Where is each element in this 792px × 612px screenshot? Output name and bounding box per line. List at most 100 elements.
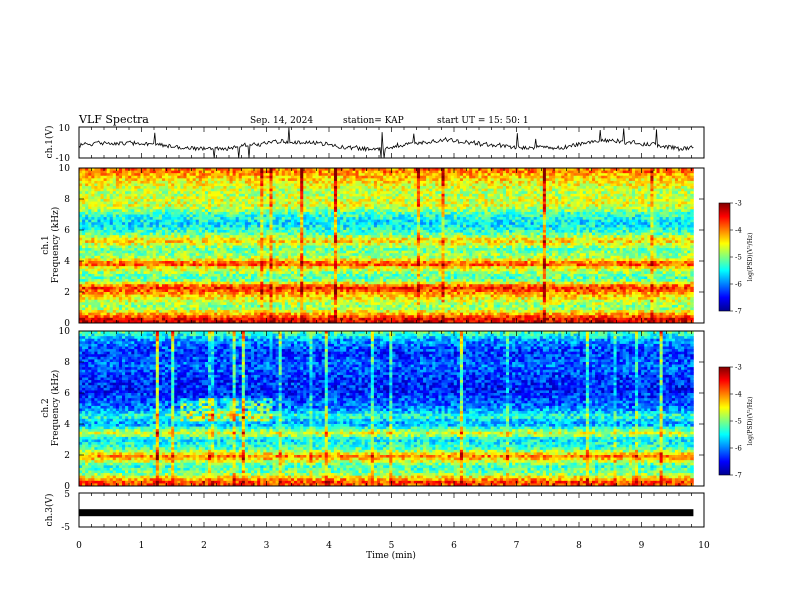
spectrogram-cell [469,188,473,192]
spectrogram-cell [91,188,95,192]
spectrogram-cell [315,199,319,202]
spectrogram-cell [616,196,621,200]
spectrogram-cell [146,175,151,179]
spectrogram-cell [573,173,578,177]
spectrogram-cell [198,199,203,202]
spectrogram-cell [678,217,682,221]
spectrogram-cell [94,217,98,221]
spectrogram-cell [241,230,246,233]
spectrogram-cell [109,206,114,210]
spectrogram-cell [555,173,559,177]
spectrogram-cell [472,191,476,195]
spectrogram-cell [398,186,402,190]
spectrogram-cell [189,188,194,192]
spectrogram-cell [122,217,126,221]
spectrogram-cell [407,170,412,174]
spectrogram-cell [466,201,470,205]
spectrogram-cell [211,227,215,231]
spectrogram-cell [484,173,488,177]
spectrogram-cell [125,209,129,213]
spectrogram-cell [478,199,482,202]
spectrogram-cell [303,201,307,205]
spectrogram-cell [459,196,464,200]
spectrogram-cell [401,219,406,223]
spectrogram-cell [635,191,639,195]
spectrogram-cell [595,175,599,179]
spectrogram-cell [88,224,92,228]
spectrogram-cell [576,214,581,218]
spectrogram-cell [294,180,298,184]
spectrogram-cell [318,209,323,213]
spectrogram-cell [168,227,172,231]
spectrogram-cell [189,193,194,197]
spectrogram-cell [555,227,559,231]
spectrogram-cell [189,180,194,184]
spectrogram-cell [226,204,230,208]
spectrogram-cell [496,186,501,190]
spectrogram-cell [278,191,283,195]
spectrogram-cell [502,219,507,223]
spectrogram-cell [174,199,178,202]
spectrogram-cell [413,186,418,190]
spectrogram-cell [622,211,627,215]
spectrogram-cell [423,175,427,179]
spectrogram-cell [343,173,347,177]
spectrogram-cell [198,217,203,221]
spectrogram-cell [527,206,531,210]
spectrogram-cell [235,191,240,195]
spectrogram-cell [217,227,221,231]
spectrogram-cell [272,180,276,184]
spectrogram-cell [251,211,255,215]
spectrogram-cell [82,193,86,197]
spectrogram-cell [410,168,415,171]
spectrogram-cell [619,209,624,213]
spectrogram-cell [165,222,169,226]
spectrogram-cell [469,206,473,210]
spectrogram-cell [588,170,593,174]
spectrogram-cell [324,183,329,187]
spectrogram-cell [91,219,95,223]
spectrogram-cell [330,196,335,200]
spectrogram-cell [383,193,387,197]
spectrogram-cell [567,204,571,208]
spectrogram-cell [459,180,464,184]
spectrogram-cell [223,201,227,205]
spectrogram-cell [512,173,516,177]
spectrogram-cell [518,219,522,223]
spectrogram-cell [217,178,221,182]
spectrogram-cell [88,214,92,218]
spectrogram-cell [128,219,132,223]
spectrogram-cell [558,206,562,210]
spectrogram-cell [545,204,550,208]
spectrogram-cell [533,224,538,228]
spectrogram-cell [352,193,356,197]
spectrogram-cell [131,178,135,182]
spectrogram-cell [275,173,280,177]
spectrogram-cell [392,199,396,202]
spectrogram-cell [410,227,415,231]
spectrogram-cell [220,204,224,208]
spectrogram-cell [103,186,108,190]
spectrogram-cell [278,170,283,174]
spectrogram-cell [604,193,608,197]
spectrogram-cell [226,168,230,171]
spectrogram-cell [306,183,310,187]
spectrogram-cell [100,188,104,192]
spectrogram-cell [278,168,283,171]
spectrogram-cell [416,196,421,200]
spectrogram-cell [435,196,439,200]
spectrogram-cell [625,209,630,213]
spectrogram-cell [214,201,218,205]
spectrogram-cell [644,183,648,187]
spectrogram-cell [315,214,319,218]
spectrogram-cell [573,201,578,205]
spectrogram-cell [204,186,209,190]
spectrogram-cell [490,191,495,195]
spectrogram-cell [373,170,378,174]
spectrogram-cell [539,170,544,174]
spectrogram-cell [444,173,449,177]
spectrogram-cell [653,178,657,182]
spectrogram-cell [687,196,691,200]
spectrogram-cell [125,199,129,202]
spectrogram-cell [82,214,86,218]
